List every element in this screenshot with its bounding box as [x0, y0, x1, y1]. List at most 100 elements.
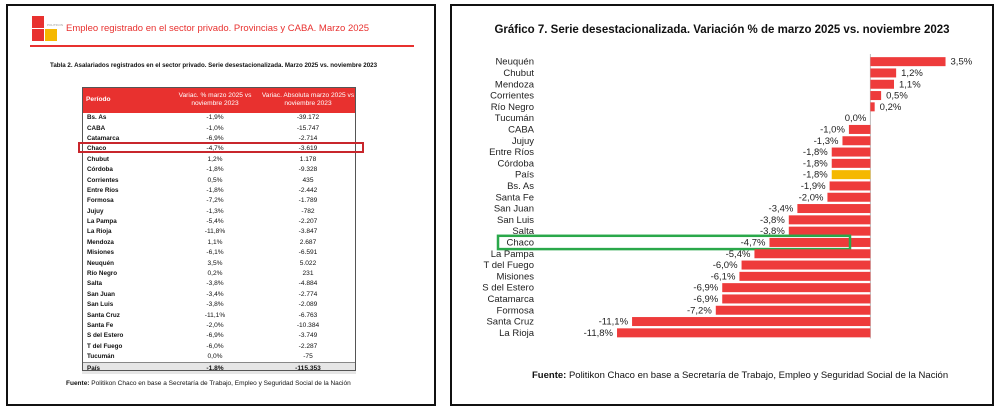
chart-title: Gráfico 7. Serie desestacionalizada. Var…	[494, 24, 950, 36]
row-abs-variation: -782	[301, 207, 315, 215]
bar-19	[739, 271, 871, 281]
table-row: San Juan -3,4% -2.774	[82, 290, 356, 300]
row-pct-variation: -7,2%	[206, 197, 224, 205]
table-row: S del Estero -6,9% -3.749	[82, 331, 356, 341]
bar-22	[715, 305, 871, 315]
table-row: Corrientes 0,5% 435	[82, 175, 356, 185]
row-abs-variation: -3.749	[298, 332, 318, 340]
chaco-bar-highlight	[496, 234, 852, 251]
category-label: País	[515, 170, 534, 181]
bar-16	[769, 237, 871, 247]
row-pct-variation: -1,0%	[206, 124, 224, 132]
data-label: 1,1%	[899, 79, 921, 90]
row-province-name: Santa Cruz	[87, 311, 120, 319]
bar-24	[617, 328, 871, 338]
category-label: Santa Fe	[495, 192, 534, 203]
total-name: País	[82, 362, 170, 374]
data-label: -6,0%	[713, 260, 738, 271]
row-province-name: Mendoza	[87, 238, 114, 246]
category-label: Jujuy	[512, 136, 534, 147]
row-province-name: Jujuy	[87, 207, 104, 215]
table-row: Bs. As -1,9% -39.172	[82, 113, 356, 123]
table-row: Jujuy -1,3% -782	[82, 207, 356, 217]
row-abs-variation: -39.172	[296, 114, 320, 122]
table-row: Tucumán 0,0% -75	[82, 352, 356, 363]
category-label: Tucumán	[495, 113, 534, 124]
data-label: -11,8%	[584, 328, 614, 339]
table-row: Catamarca -6,9% -2.714	[82, 134, 356, 144]
row-pct-variation: 1,2%	[207, 155, 223, 163]
row-province-name: T del Fuego	[87, 342, 123, 350]
row-province-name: Catamarca	[87, 134, 120, 142]
category-label: Chubut	[503, 68, 534, 79]
row-pct-variation: -1,9%	[206, 114, 224, 122]
table-row: Mendoza 1,1% 2.687	[82, 238, 356, 248]
category-label: CABA	[508, 124, 535, 135]
bar-21	[722, 294, 871, 304]
bar-14	[788, 215, 871, 225]
row-province-name: Santa Fe	[87, 322, 114, 329]
data-label: -1,8%	[803, 147, 828, 158]
row-pct-variation: -3,8%	[206, 301, 224, 309]
row-abs-variation: -15.747	[296, 124, 320, 132]
row-pct-variation: -3,4%	[206, 290, 224, 298]
title-divider	[30, 45, 414, 47]
bar-18	[741, 260, 871, 270]
total-pct-variation: -1,8%	[170, 362, 260, 374]
bar-2	[870, 79, 894, 89]
bar-1	[870, 68, 897, 78]
table-row: La Rioja -11,8% -3.847	[82, 227, 356, 237]
category-label: La Pampa	[491, 249, 535, 260]
total-abs-variation: -115.353	[260, 362, 356, 374]
row-pct-variation: -1,8%	[206, 166, 224, 174]
data-label: -5,4%	[726, 249, 751, 260]
data-label: -2,0%	[799, 192, 824, 203]
category-label: Chaco	[507, 237, 534, 248]
category-label: La Rioja	[499, 328, 535, 339]
row-pct-variation: -5,4%	[206, 218, 224, 226]
row-pct-variation: -6,0%	[206, 342, 224, 350]
row-abs-variation: 435	[302, 176, 314, 184]
row-province-name: Córdoba	[87, 166, 113, 174]
row-province-name: Formosa	[87, 197, 114, 205]
employment-table: Período Variac. % marzo 2025 vs noviembr…	[82, 87, 356, 374]
table-row: Misiones -6,1% -6.591	[82, 248, 356, 258]
row-province-name: La Pampa	[87, 218, 117, 226]
data-label: -1,0%	[820, 124, 845, 135]
category-label: Neuquén	[495, 57, 534, 68]
report-title: Empleo registrado en el sector privado. …	[66, 23, 370, 34]
table-caption: Tabla 2. Asalariados registrados en el s…	[50, 62, 378, 69]
row-abs-variation: -1.789	[298, 197, 318, 205]
row-province-name: Bs. As	[87, 114, 107, 122]
table-panel: POLITIKON Empleo registrado en el sector…	[6, 4, 436, 406]
table-row: La Pampa -5,4% -2.207	[82, 217, 356, 227]
header-abs-variation: Variac. Absoluta marzo 2025 vs noviembre…	[260, 87, 356, 113]
source-text: Politikon Chaco en base a Secretaría de …	[89, 380, 351, 387]
table-row: Santa Fe -2,0% -10.384	[82, 321, 356, 331]
row-province-name: La Rioja	[87, 228, 112, 236]
category-label: San Juan	[494, 204, 534, 215]
data-label: -6,9%	[693, 294, 718, 305]
data-label: -3,4%	[769, 204, 794, 215]
data-label: -1,3%	[814, 136, 839, 147]
chaco-row-highlight	[78, 142, 364, 153]
category-label: Bs. As	[507, 181, 534, 192]
table-row: Chaco -4,7% -3.619	[82, 144, 356, 154]
bar-7	[842, 136, 871, 146]
table-row: Neuquén 3,5% 5.022	[82, 258, 356, 268]
category-label: Mendoza	[495, 79, 535, 90]
row-pct-variation: 3,5%	[207, 259, 223, 267]
data-label: -1,8%	[803, 158, 828, 169]
politikon-logo: POLITIKON	[32, 16, 63, 42]
data-label: 0,2%	[880, 102, 902, 113]
bar-12	[827, 192, 871, 202]
row-abs-variation: -6.763	[298, 311, 318, 319]
bar-3	[870, 91, 882, 101]
row-pct-variation: 0,5%	[207, 176, 223, 184]
category-label: San Luis	[497, 215, 534, 226]
bar-13	[797, 204, 871, 214]
row-abs-variation: -2.207	[298, 218, 318, 226]
row-abs-variation: -4.884	[298, 280, 318, 288]
row-province-name: Salta	[87, 280, 103, 288]
table-row: Río Negro 0,2% 231	[82, 269, 356, 279]
